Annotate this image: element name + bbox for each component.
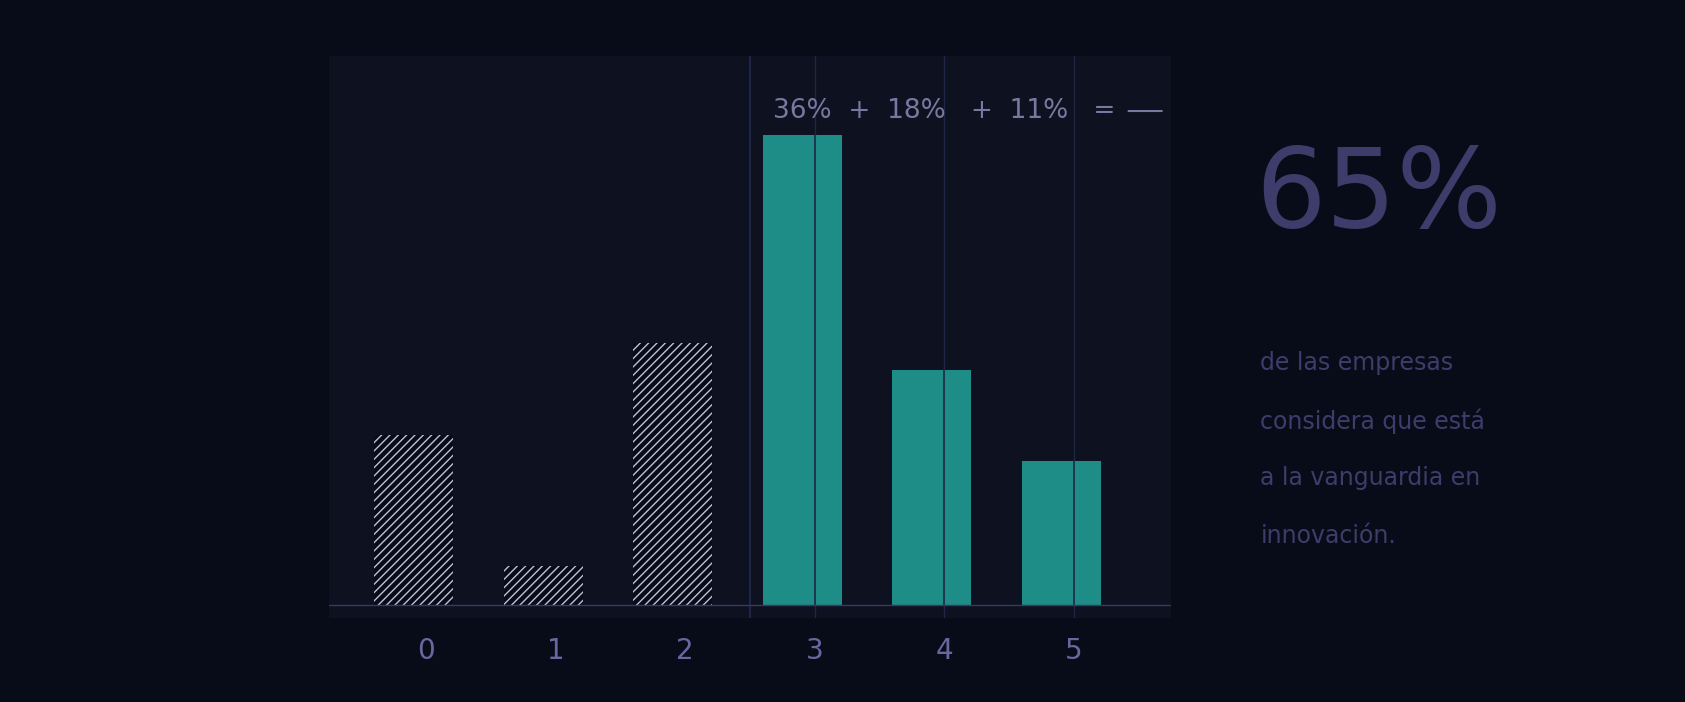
Bar — [922, 370, 972, 604]
Text: 36%  +  18%   +  11%   =: 36% + 18% + 11% = — [773, 98, 1115, 124]
Bar — [763, 135, 812, 604]
Bar — [792, 135, 842, 604]
Bar — [374, 435, 423, 604]
Bar — [662, 343, 713, 604]
Bar — [404, 435, 453, 604]
Text: 65%: 65% — [1255, 143, 1503, 250]
Bar — [1023, 461, 1072, 604]
Text: de las empresas: de las empresas — [1260, 351, 1454, 375]
Text: innovación.: innovación. — [1260, 524, 1397, 548]
Bar — [504, 566, 553, 604]
Bar — [1051, 461, 1100, 604]
Bar — [329, 56, 1171, 618]
Bar — [634, 343, 682, 604]
Bar — [893, 370, 942, 604]
Text: a la vanguardia en: a la vanguardia en — [1260, 466, 1481, 490]
Text: considera que está: considera que está — [1260, 409, 1484, 434]
Bar — [534, 566, 583, 604]
